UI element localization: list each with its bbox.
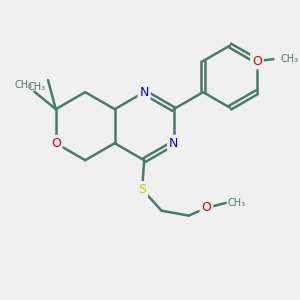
Text: N: N — [140, 86, 149, 99]
Text: O: O — [201, 201, 211, 214]
Text: CH₃: CH₃ — [228, 198, 246, 208]
Text: S: S — [138, 183, 146, 196]
Text: N: N — [169, 137, 178, 150]
Text: O: O — [252, 55, 262, 68]
Text: CH₃: CH₃ — [280, 54, 298, 64]
Text: CH₃: CH₃ — [28, 82, 46, 92]
Text: O: O — [51, 137, 61, 150]
Text: CH₃: CH₃ — [14, 80, 32, 90]
